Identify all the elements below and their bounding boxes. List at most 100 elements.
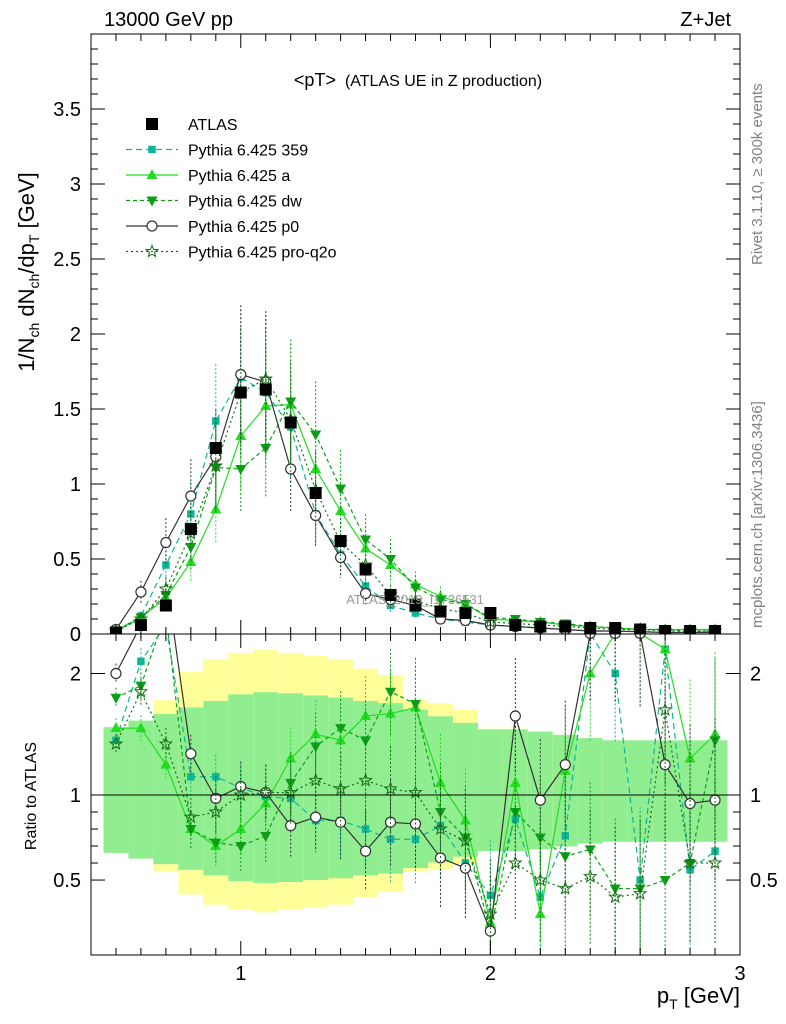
series-point-0-11	[386, 601, 395, 610]
band-inner-1	[128, 720, 154, 859]
ratio-point-3-3	[185, 748, 197, 760]
legend-marker-2	[146, 169, 158, 179]
x-tick-label-0: 1	[235, 963, 246, 985]
ratio-point-4-8	[308, 772, 323, 787]
series-point-3-7	[285, 463, 297, 475]
data-point-3	[184, 523, 197, 535]
y-axis-label: 1/Nch dNch/dpT [GeV]	[14, 172, 42, 372]
data-point-15	[484, 607, 497, 619]
ratio-series	[108, 634, 723, 955]
series-point-3-10	[359, 587, 372, 600]
ratio-point-2-0	[110, 693, 122, 704]
ratio-point-4-14	[458, 833, 473, 848]
series-point-2-11	[385, 555, 397, 565]
ratio-point-4-2	[158, 736, 174, 751]
watermark: ATLAS_2019_I1736531	[346, 592, 484, 607]
data-point-5	[234, 386, 247, 399]
header-energy: 13000 GeV pp	[104, 9, 233, 31]
x-tick-label-1: 2	[485, 963, 496, 985]
series-point-0-10	[361, 582, 370, 590]
ratio-point-3-17	[534, 794, 546, 806]
ratio-point-3-8	[310, 811, 322, 823]
data-point-13	[434, 605, 447, 618]
chart-title: <pT>	[294, 70, 336, 90]
series-point-2-6	[260, 444, 272, 454]
legend-marker-3	[146, 196, 158, 207]
data-point-16	[509, 619, 522, 631]
ratio-point-4-17	[533, 872, 548, 887]
ratio-point-3-10	[359, 845, 372, 857]
data-point-4	[209, 442, 222, 454]
ratio-point-1-11	[385, 707, 397, 718]
y-tick-label-zero: 0	[70, 624, 81, 646]
series-point-0-4	[212, 417, 220, 425]
series-point-2-14	[459, 600, 471, 610]
legend-label-1: Pythia 6.425 359	[188, 143, 308, 160]
series-point-2-9	[335, 484, 347, 495]
legend-marker-5	[144, 243, 160, 258]
data-point-18	[559, 620, 572, 633]
ratio-point-3-23	[684, 797, 696, 810]
ratio-point-4-9	[333, 781, 348, 796]
ratio-point-4-0	[108, 736, 124, 751]
series-point-2-13	[434, 595, 446, 606]
ratio-tick-label-left-0: 0.5	[53, 870, 81, 892]
ratio-point-1-0	[110, 722, 122, 733]
y-tick-label-5: 3	[70, 174, 81, 196]
legend-label-4: Pythia 6.425 p0	[188, 219, 299, 236]
series-point-3-9	[335, 551, 347, 564]
ratio-point-4-24	[707, 855, 723, 870]
data-point-1	[134, 619, 147, 631]
series-point-0-3	[187, 510, 195, 518]
ratio-point-1-2	[160, 758, 172, 769]
ratio-point-4-10	[358, 772, 373, 787]
ratio-point-2-11	[385, 687, 397, 698]
y-tick-label-6: 3.5	[53, 99, 81, 121]
ratio-point-2-12	[410, 699, 421, 710]
ratio-point-4-23	[682, 855, 698, 870]
ratio-point-1-1	[135, 722, 147, 733]
series-point-0-12	[411, 609, 420, 617]
ratio-point-4-3	[183, 809, 199, 824]
band-inner-15	[477, 729, 503, 852]
x-tick-label-2: 3	[734, 963, 745, 985]
y-tick-label-0: 0.5	[53, 549, 81, 571]
y-tick-label-1: 1	[70, 474, 81, 496]
ratio-point-2-17	[534, 833, 546, 844]
ratio-point-2-24	[709, 736, 721, 747]
data-point-7	[284, 416, 297, 429]
legend: ATLAS Pythia 6.425 359 Pythia 6.425 a Pythi…	[126, 117, 337, 262]
ratio-point-2-22	[659, 876, 671, 887]
y-tick-label-3: 2	[70, 324, 81, 346]
ratio-point-1-22	[659, 643, 671, 654]
legend-marker-4	[146, 220, 158, 232]
ratio-point-2-3	[185, 825, 197, 836]
series-point-2-12	[410, 583, 421, 594]
series-point-2-10	[360, 535, 372, 546]
band-inner-20	[602, 740, 628, 842]
ratio-point-1-19	[584, 667, 596, 678]
ratio-point-1-16	[509, 776, 521, 787]
ratio-tick-label-right-1: 1	[750, 785, 761, 807]
series-point-4-6	[258, 371, 273, 386]
ratio-point-3-18	[559, 759, 571, 771]
ratio-point-2-7	[285, 778, 297, 789]
ratio-point-4-1	[133, 684, 149, 698]
ratio-point-2-9	[335, 724, 347, 735]
legend-label-3: Pythia 6.425 dw	[188, 194, 302, 211]
ratio-point-4-21	[632, 886, 648, 900]
legend-marker-0	[146, 118, 158, 130]
x-axis-label: pT [GeV]	[657, 983, 740, 1012]
series-point-2-5	[235, 465, 247, 475]
ratio-point-2-4	[210, 838, 222, 849]
mcplots-label: mcplots.cern.ch [arXiv:1306.3436]	[749, 401, 766, 628]
ratio-point-4-15	[483, 906, 498, 921]
ratio-point-2-5	[235, 842, 247, 853]
ratio-point-4-4	[208, 804, 224, 819]
y-tick-label-2: 1.5	[53, 399, 81, 421]
series-point-4-4	[208, 458, 224, 473]
ratio-point-1-17	[534, 908, 546, 919]
y-tick-label-4: 2.5	[53, 249, 81, 271]
main-series	[108, 305, 723, 634]
ratio-point-4-22	[657, 702, 673, 717]
